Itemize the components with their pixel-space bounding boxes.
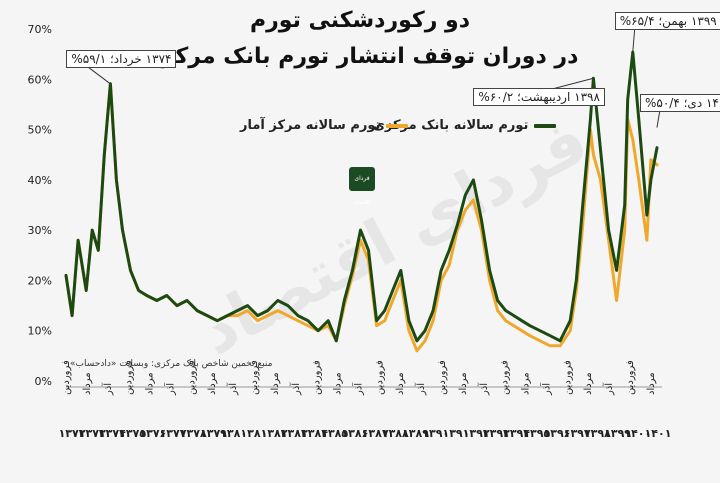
x-year-label: ۱۳۷۵ <box>119 427 146 440</box>
x-month-label: آذر <box>101 382 114 396</box>
x-month-label: فروردین <box>312 360 323 395</box>
x-year-label: ۱۳۹۳ <box>483 427 510 440</box>
x-month-label: فروردین <box>500 360 511 395</box>
x-year-label: ۱۳۹۱ <box>443 427 470 440</box>
x-year-label: ۱۳۹۰ <box>422 427 449 440</box>
legend-swatch-central-bank <box>534 123 557 128</box>
x-year-label: ۱۳۷۶ <box>139 427 166 440</box>
legend-label-central-bank: تورم سالانه بانک مرکزی <box>373 118 529 133</box>
x-month-label: فروردین <box>124 360 135 395</box>
x-year-label: ۱۴۰۱ <box>645 427 672 440</box>
x-year-label: ۱۳۷۳ <box>79 427 106 440</box>
x-month-label: فروردین <box>61 360 72 395</box>
chart-subtitle: در دوران توقف انتشار تورم بانک مرکزی <box>141 44 579 69</box>
x-year-label: ۱۳۸۰ <box>220 427 247 440</box>
x-year-label: ۱۳۹۲ <box>463 427 490 440</box>
y-tick-label: 50% <box>28 124 52 137</box>
x-month-label: مرداد <box>395 372 406 395</box>
x-month-label: مرداد <box>333 372 344 395</box>
x-year-label: ۱۳۹۴ <box>503 427 530 440</box>
x-month-label: مرداد <box>270 372 281 395</box>
y-tick-label: 10% <box>28 325 52 338</box>
x-year-label: ۱۳۷۷ <box>160 427 187 440</box>
x-month-label: فروردین <box>186 360 197 395</box>
annotation-callout: ۱۳۹۸ اردیبهشت؛ ۶۰/۲% <box>473 88 605 107</box>
x-year-label: ۱۳۸۴ <box>301 427 328 440</box>
series-line-statistics-center <box>64 82 659 353</box>
annotation-leader <box>86 65 111 85</box>
annotation-callout: ۱۳۹۹ بهمن؛ ۶۵/۴% <box>614 12 720 31</box>
x-year-label: ۱۳۸۹ <box>402 427 429 440</box>
legend-swatch-statistics-center <box>386 123 409 128</box>
x-month-label: آذر <box>226 382 239 396</box>
legend-item-statistics-center: تورم سالانه مرکز آمار <box>240 118 409 133</box>
x-year-label: ۱۳۸۸ <box>382 427 409 440</box>
x-month-label: فروردین <box>625 360 636 395</box>
x-year-label: ۱۳۹۶ <box>544 427 571 440</box>
y-tick-label: 30% <box>28 224 52 237</box>
x-year-label: ۱۴۰۰ <box>624 427 651 440</box>
x-year-label: ۱۳۸۳ <box>281 427 308 440</box>
annotation-leader <box>632 28 636 53</box>
y-tick-label: 20% <box>28 274 52 287</box>
x-month-label: آذر <box>351 382 364 396</box>
chart-title: دو رکوردشکنی تورم <box>250 8 470 33</box>
series-line-central-bank <box>64 50 659 343</box>
x-month-label: آذر <box>477 382 490 396</box>
x-month-label: فروردین <box>374 360 385 395</box>
x-year-label: ۱۳۷۲ <box>59 427 86 440</box>
x-month-label: مرداد <box>207 372 218 395</box>
x-year-label: ۱۳۹۷ <box>564 427 591 440</box>
source-note: منبع تخمین شاخص بانک مرکزی: وبسایت «دادح… <box>70 359 273 369</box>
x-year-label: ۱۳۸۷ <box>362 427 389 440</box>
x-month-label: مرداد <box>521 372 532 395</box>
y-tick-label: 70% <box>28 23 52 36</box>
x-month-label: مرداد <box>145 372 156 395</box>
x-month-label: فروردین <box>249 360 260 395</box>
annotation-callout: ۱۳۷۴ خرداد؛ ۵۹/۱% <box>66 49 177 68</box>
x-month-label: مرداد <box>82 372 93 395</box>
x-month-label: مرداد <box>646 372 657 395</box>
x-year-label: ۱۳۸۶ <box>341 427 368 440</box>
x-year-label: ۱۳۷۴ <box>99 427 126 440</box>
x-year-label: ۱۳۹۸ <box>584 427 611 440</box>
x-month-label: آذر <box>602 382 615 396</box>
annotation-leader <box>656 109 661 128</box>
y-tick-label: 40% <box>28 174 52 187</box>
legend-label-statistics-center: تورم سالانه مرکز آمار <box>240 118 381 133</box>
x-year-label: ۱۳۸۱ <box>240 427 267 440</box>
x-month-label: آذر <box>163 382 176 396</box>
x-year-label: ۱۳۷۸ <box>180 427 207 440</box>
x-month-label: فروردین <box>562 360 573 395</box>
brand-logo: فردای اقتصاد <box>349 167 375 206</box>
x-year-label: ۱۳۸۲ <box>261 427 288 440</box>
annotation-callout: ۱۴۰۱ دی؛ ۵۰/۴% <box>640 93 720 112</box>
x-year-label: ۱۳۹۵ <box>523 427 550 440</box>
y-tick-label: 60% <box>28 73 52 86</box>
x-month-label: آذر <box>289 382 302 396</box>
y-tick-label: 0% <box>35 375 52 388</box>
x-month-label: مرداد <box>458 372 469 395</box>
x-month-label: آذر <box>414 382 427 396</box>
x-year-label: ۱۳۹۹ <box>604 427 631 440</box>
legend-item-central-bank: تورم سالانه بانک مرکزی <box>373 118 557 133</box>
x-year-label: ۱۳۸۵ <box>321 427 348 440</box>
x-year-label: ۱۳۷۹ <box>200 427 227 440</box>
x-month-label: مرداد <box>583 372 594 395</box>
x-month-label: فروردین <box>437 360 448 395</box>
x-month-label: آذر <box>539 382 552 396</box>
